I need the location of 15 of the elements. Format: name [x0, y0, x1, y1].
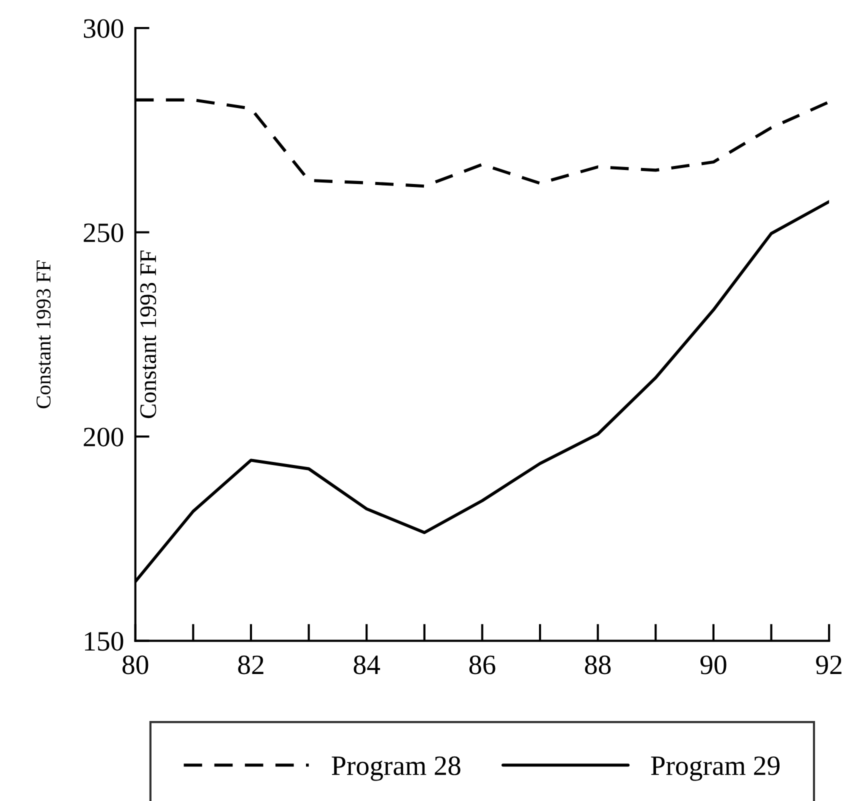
- x-tick-label: 80: [122, 655, 148, 674]
- y-axis-title: Constant 1993 FF: [36, 260, 51, 408]
- y-tick-label: 150: [85, 632, 124, 651]
- x-tick-label: 90: [700, 655, 726, 674]
- y-tick-label: 200: [84, 428, 124, 446]
- x-tick-label: 84: [354, 655, 380, 674]
- x-tick-label: 88: [585, 655, 611, 674]
- x-tick-label: 92: [816, 656, 842, 674]
- y-tick-label: 250: [84, 223, 124, 242]
- legend-label: Program 29: [651, 756, 780, 781]
- y-tick-label: 300: [84, 19, 124, 38]
- legend-label: Program 28: [332, 756, 460, 781]
- annotation: Constant 1993 FF: [140, 250, 156, 418]
- x-tick-label: 82: [238, 655, 264, 674]
- x-tick-label: 86: [469, 655, 496, 674]
